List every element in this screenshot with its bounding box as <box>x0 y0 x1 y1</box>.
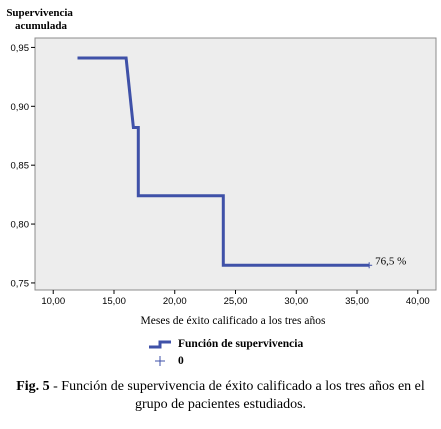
x-axis-label: Meses de éxito calificado a los tres año… <box>141 315 326 327</box>
series-layer <box>77 56 373 269</box>
legend-plus-swatch <box>155 355 165 366</box>
survival-chart: Supervivencia acumulada 0,75 0,80 0,85 0,90… <box>6 7 437 327</box>
y-axis-label: Supervivencia acumulada <box>6 7 75 32</box>
figure-caption-text: - Función de supervivencia de éxito cali… <box>49 379 425 412</box>
y-tick-label: 0,75 <box>11 278 30 289</box>
legend-item-survival: Función de supervivencia <box>148 335 303 352</box>
final-survival-annotation: 76,5 % <box>375 255 406 267</box>
figure-caption-label: Fig. 5 <box>16 379 50 394</box>
x-tick-label: 20,00 <box>163 296 187 307</box>
y-ticks: 0,75 0,80 0,85 0,90 0,95 <box>11 43 35 289</box>
legend-item-censored: 0 <box>148 352 303 369</box>
y-tick-label: 0,80 <box>11 220 30 231</box>
censored-marker <box>366 262 373 269</box>
y-axis-label-line-2: acumulada <box>15 20 67 32</box>
x-tick-label: 10,00 <box>41 296 65 307</box>
x-tick-label: 15,00 <box>102 296 126 307</box>
legend-line-swatch <box>149 340 171 348</box>
legend-label-survival: Función de supervivencia <box>178 337 304 350</box>
y-tick-label: 0,85 <box>11 161 30 172</box>
x-tick-label: 30,00 <box>284 296 308 307</box>
y-tick-label: 0,95 <box>11 43 30 54</box>
legend: Función de supervivencia 0 <box>148 335 303 369</box>
y-axis-label-line-1: Supervivencia <box>6 7 73 19</box>
x-ticks: 10,00 15,00 20,00 25,00 30,00 35,00 40,00 <box>41 290 430 307</box>
survival-step-line <box>77 56 370 267</box>
x-tick-label: 35,00 <box>345 296 369 307</box>
legend-label-censored: 0 <box>178 354 184 367</box>
figure-caption: Fig. 5 - Función de supervivencia de éxi… <box>0 378 441 414</box>
plot-area <box>34 37 437 291</box>
x-tick-label: 25,00 <box>224 296 248 307</box>
x-tick-label: 40,00 <box>406 296 430 307</box>
y-tick-label: 0,90 <box>11 102 30 113</box>
